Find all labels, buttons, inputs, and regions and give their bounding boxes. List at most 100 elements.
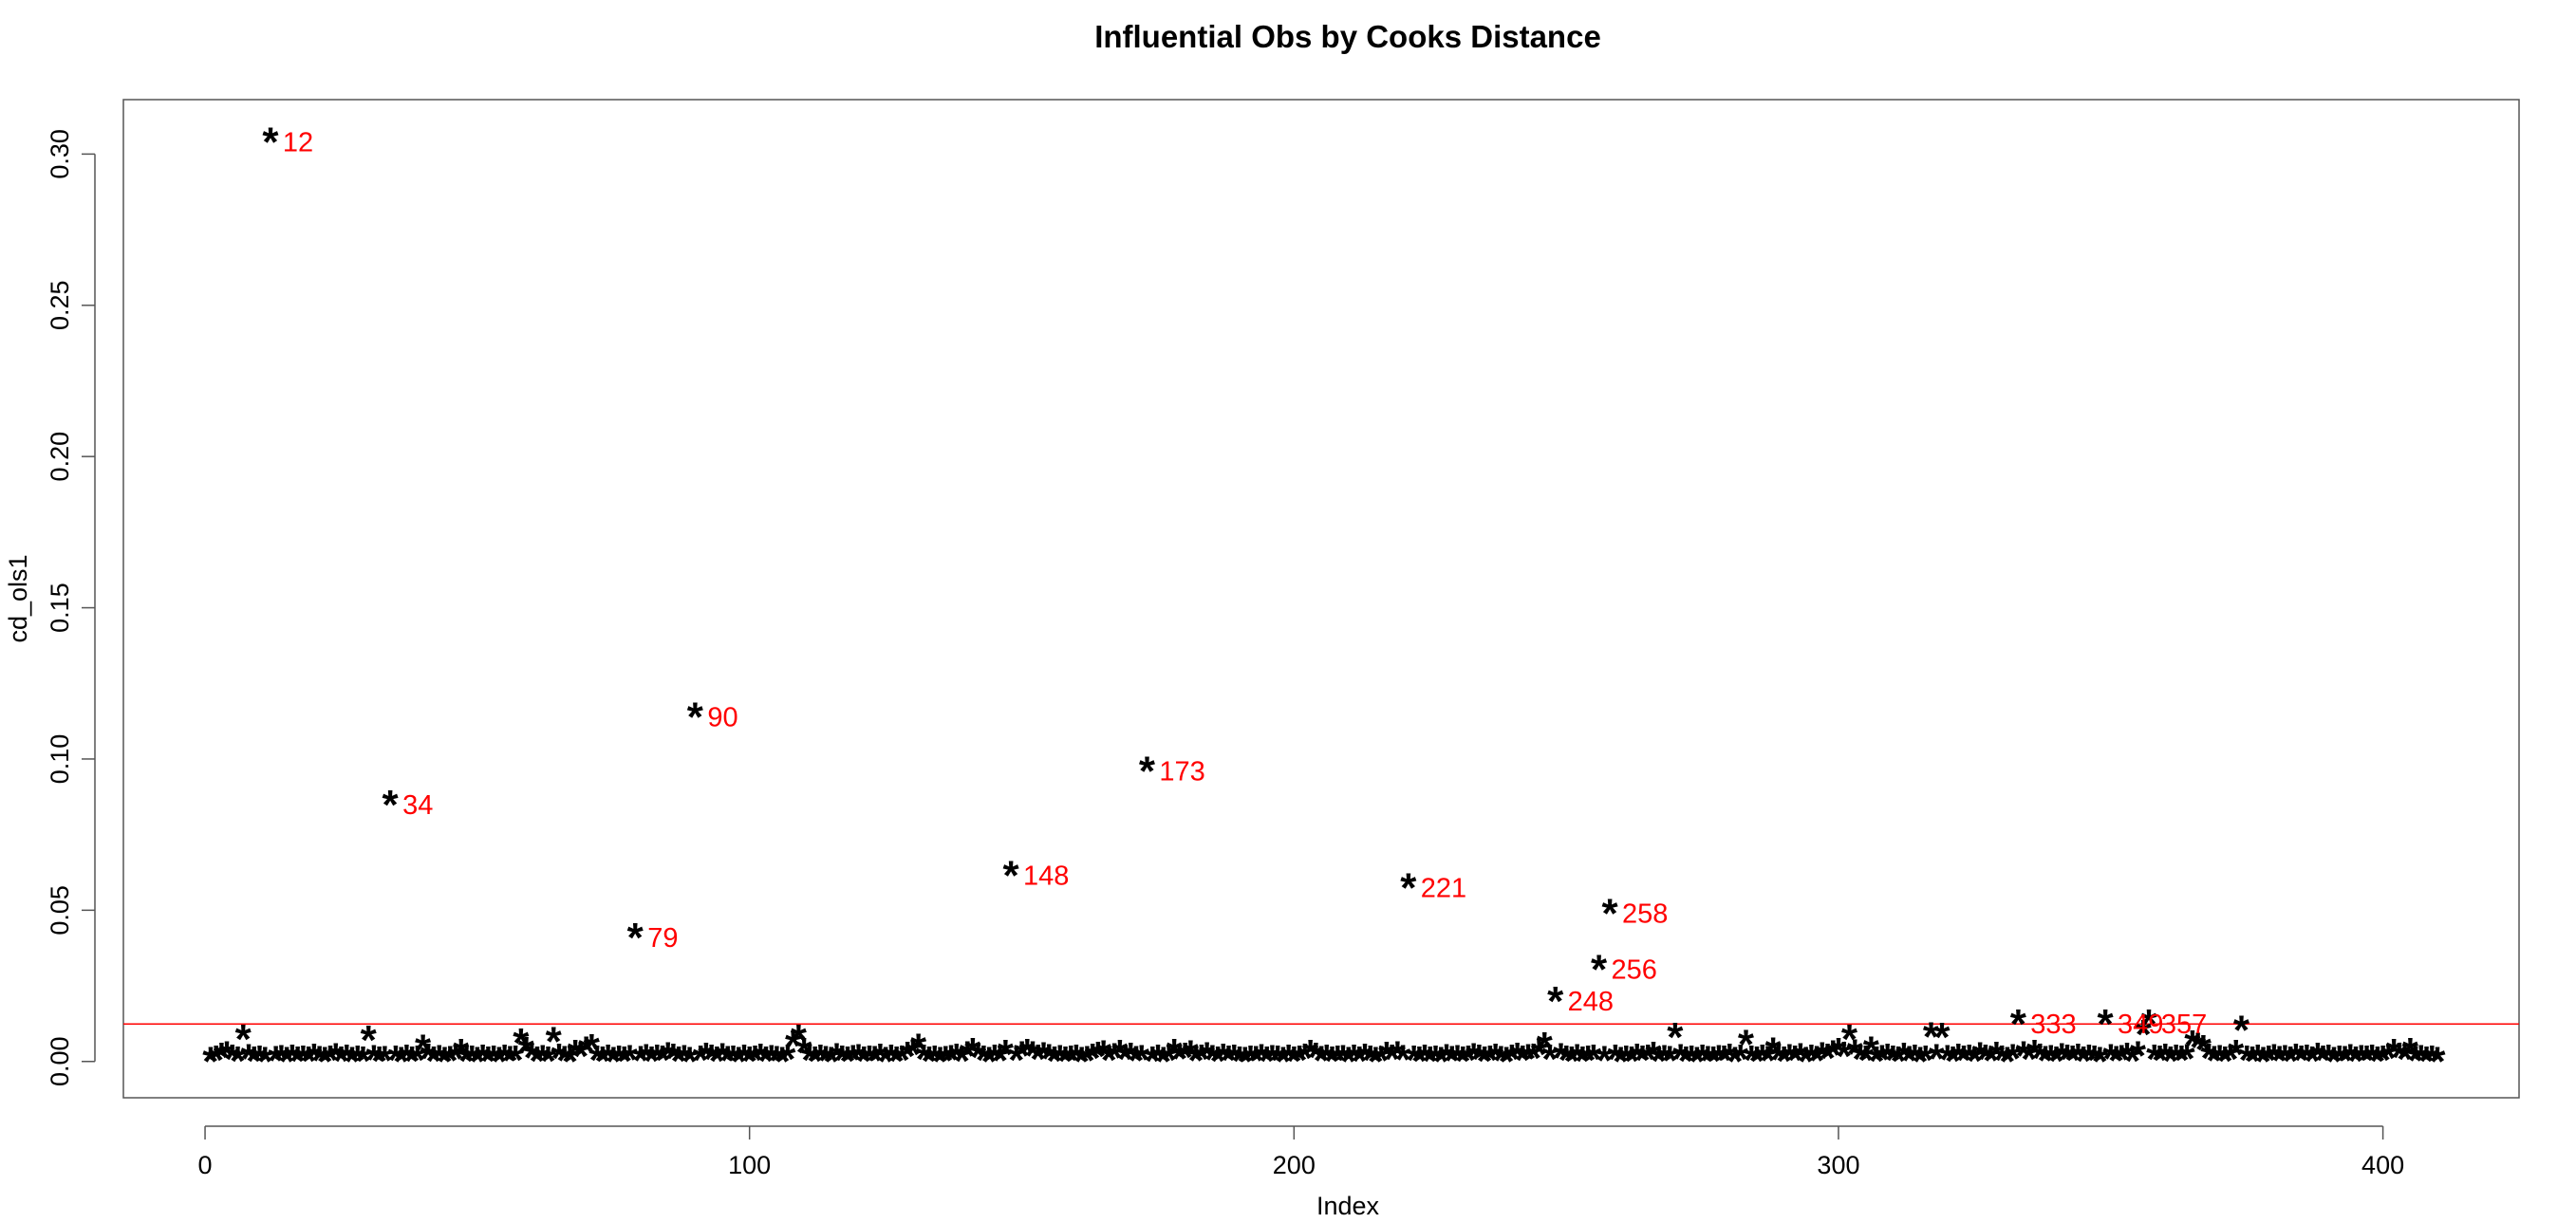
data-point: * (2114, 1037, 2131, 1084)
data-point: * (546, 1019, 563, 1065)
data-point: * (1917, 1037, 1934, 1084)
data-point: * (769, 1037, 786, 1084)
data-point: * (910, 1025, 927, 1071)
data-point: * (2321, 1036, 2338, 1083)
point-label: 79 (647, 923, 678, 954)
data-point: * (1226, 1036, 1243, 1083)
data-point: * (1553, 1034, 1570, 1081)
data-point: * (2010, 1001, 2027, 1047)
data-point: * (861, 1037, 878, 1084)
data-point: * (403, 1038, 420, 1084)
data-point: * (1923, 1014, 1940, 1061)
data-point: * (2217, 1038, 2234, 1084)
data-point: * (453, 1030, 470, 1077)
data-point: * (1428, 1037, 1445, 1084)
data-point: * (970, 1034, 987, 1081)
data-point: * (1580, 1037, 1597, 1084)
data-point: * (753, 1035, 770, 1082)
data-point: * (1623, 1038, 1640, 1084)
data-point: * (1378, 1033, 1395, 1080)
data-point: * (1651, 1038, 1668, 1084)
data-point: * (1748, 1038, 1765, 1084)
data-point: * (1193, 1036, 1210, 1083)
data-point: * (795, 1029, 812, 1076)
data-point: * (2347, 1038, 2364, 1084)
data-point: * (202, 1039, 219, 1085)
data-point: * (1738, 1021, 1755, 1067)
data-point: * (894, 1037, 911, 1084)
data-point: * (2157, 1035, 2175, 1082)
data-point: * (709, 1038, 726, 1084)
data-point: * (284, 1036, 301, 1083)
data-point: * (2283, 1038, 2300, 1084)
data-point: * (464, 1037, 481, 1084)
data-point: * (856, 1038, 873, 1084)
data-point: * (1961, 1036, 1978, 1083)
data-point: * (1559, 1037, 1576, 1084)
data-point: * (2021, 1036, 2038, 1083)
data-point: * (2195, 1027, 2212, 1073)
point-label: 173 (1159, 757, 1204, 788)
data-point: * (491, 1039, 508, 1085)
data-point: * (1967, 1038, 1984, 1084)
data-point: * (1972, 1034, 1989, 1081)
data-point: * (1052, 1037, 1069, 1084)
data-point: * (365, 1037, 383, 1084)
data-point: * (306, 1035, 323, 1082)
data-point: * (1803, 1036, 1820, 1083)
data-point: * (960, 1032, 977, 1079)
point-label: 333 (2030, 1010, 2076, 1040)
data-point: * (725, 1037, 742, 1084)
point-label: 34 (402, 790, 433, 821)
data-point: * (361, 1017, 378, 1064)
data-point: * (687, 694, 704, 740)
data-point: * (1727, 1038, 1744, 1084)
data-point: * (589, 1037, 607, 1084)
data-point: * (2299, 1036, 2316, 1083)
data-point: * (1444, 1037, 1461, 1084)
data-point: * (654, 1037, 671, 1084)
data-point: * (1678, 1038, 1695, 1084)
data-point: * (938, 1037, 955, 1084)
data-point: * (2331, 1037, 2348, 1084)
data-point: * (1330, 1037, 1347, 1084)
x-axis: 0 100 200 300 400 (198, 1125, 2404, 1179)
data-point: * (339, 1036, 356, 1083)
data-point: * (1874, 1037, 1891, 1084)
data-point: * (327, 1034, 345, 1081)
data-point: * (1782, 1036, 1799, 1083)
data-point: * (540, 1038, 557, 1084)
data-point: * (638, 1036, 655, 1083)
x-tick-label: 100 (728, 1151, 771, 1179)
point-label: 221 (1421, 873, 1466, 903)
data-point: * (1629, 1035, 1646, 1082)
data-point: * (1825, 1032, 1842, 1079)
data-point: * (1857, 1037, 1875, 1084)
data-point: * (2418, 1038, 2436, 1084)
data-point: * (2429, 1038, 2446, 1084)
data-point: * (1885, 1037, 1902, 1084)
data-point: * (1722, 1035, 1739, 1082)
data-point: * (622, 1037, 639, 1084)
data-point: * (1302, 1031, 1319, 1078)
data-point: * (834, 1037, 851, 1084)
data-point: * (1275, 1038, 1292, 1084)
data-point: * (1449, 1037, 1466, 1084)
data-point: * (1073, 1038, 1091, 1084)
data-point: * (1993, 1037, 2010, 1084)
data-point: * (2119, 1034, 2136, 1081)
data-point: * (1149, 1036, 1167, 1083)
x-tick-label: 0 (198, 1151, 213, 1179)
data-point: * (1662, 1037, 1679, 1084)
data-point: * (1199, 1033, 1216, 1080)
y-tick-label: 0.10 (46, 734, 74, 785)
data-point: * (1231, 1038, 1248, 1084)
data-point: * (2136, 1011, 2153, 1058)
data-point: * (2397, 1036, 2414, 1083)
data-point: * (2287, 1035, 2305, 1082)
data-point: * (383, 782, 400, 828)
data-point: * (1123, 1034, 1140, 1081)
data-point: * (1057, 1038, 1074, 1084)
data-point: * (534, 1037, 551, 1084)
data-point: * (1063, 1037, 1080, 1084)
